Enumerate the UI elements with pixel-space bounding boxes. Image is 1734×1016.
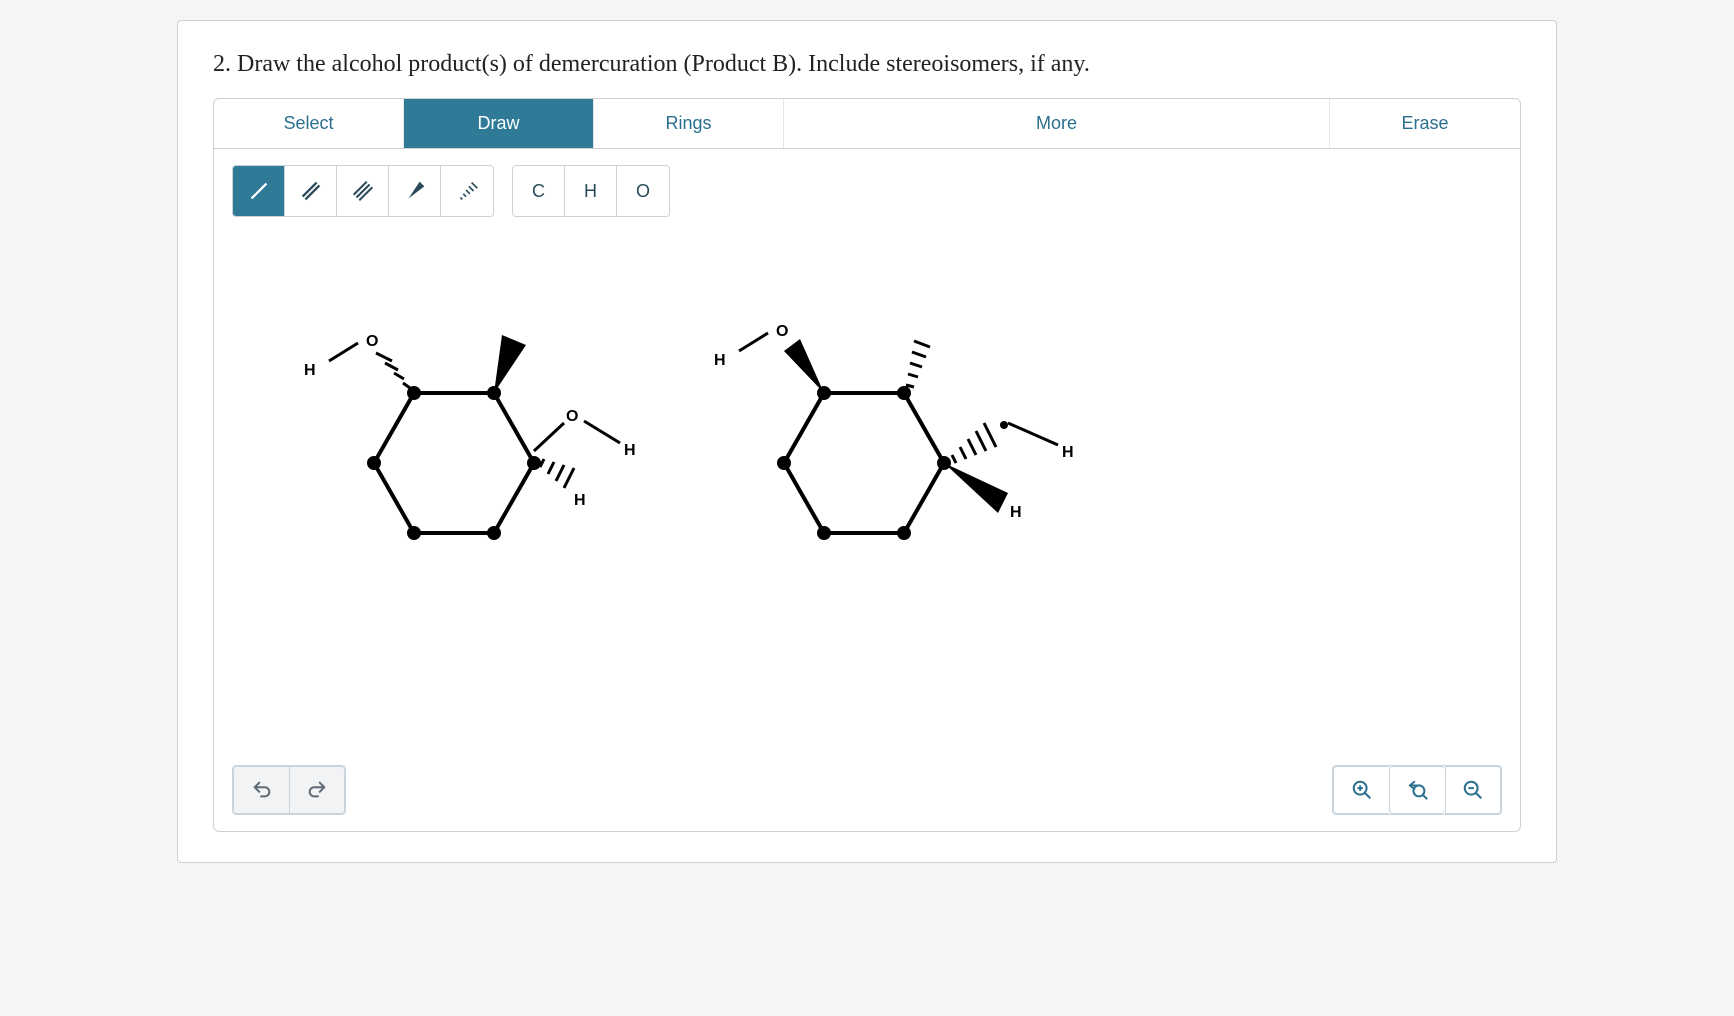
zoom-out-icon (1462, 779, 1484, 801)
undo-button[interactable] (233, 766, 289, 814)
tab-erase[interactable]: Erase (1330, 99, 1520, 148)
tab-select[interactable]: Select (214, 99, 404, 148)
bond-double-button[interactable] (285, 166, 337, 216)
question-text: 2. Draw the alcohol product(s) of demerc… (213, 51, 1521, 78)
bond-hash-button[interactable] (441, 166, 493, 216)
history-group (232, 765, 346, 815)
zoom-reset-icon (1407, 779, 1429, 801)
svg-text:O: O (776, 323, 788, 340)
redo-button[interactable] (289, 766, 345, 814)
svg-text:H: H (1062, 444, 1074, 461)
svg-text:O: O (366, 333, 378, 350)
bond-triple-button[interactable] (337, 166, 389, 216)
atom-c-button[interactable]: C (513, 166, 565, 216)
zoom-out-button[interactable] (1445, 766, 1501, 814)
redo-icon (306, 779, 328, 801)
tab-more[interactable]: More (784, 99, 1330, 148)
single-bond-icon (245, 177, 273, 205)
svg-text:O: O (566, 408, 578, 425)
undo-icon (251, 779, 273, 801)
svg-text:H: H (624, 442, 636, 459)
double-bond-icon (297, 177, 325, 205)
svg-text:H: H (304, 362, 316, 379)
question-number: 2. (213, 51, 231, 77)
drawing-canvas[interactable]: O H H O H (214, 233, 1520, 753)
molecule-a: O H H O H (254, 273, 684, 593)
triple-bond-icon (349, 177, 377, 205)
canvas-footer (214, 753, 1520, 831)
toolbar: C H O (214, 149, 1520, 233)
bond-wedge-button[interactable] (389, 166, 441, 216)
atom-o-button[interactable]: O (617, 166, 669, 216)
tab-rings[interactable]: Rings (594, 99, 784, 148)
atom-tool-group: C H O (512, 165, 670, 217)
svg-text:H: H (574, 492, 586, 509)
wedge-bond-icon (401, 177, 429, 205)
bond-single-button[interactable] (233, 166, 285, 216)
zoom-reset-button[interactable] (1389, 766, 1445, 814)
structure-editor: Select Draw Rings More Erase (213, 98, 1521, 832)
molecule-b: O H H (664, 273, 1124, 593)
question-panel: 2. Draw the alcohol product(s) of demerc… (177, 20, 1557, 863)
question-body: Draw the alcohol product(s) of demercura… (237, 51, 1090, 77)
tab-draw[interactable]: Draw (404, 99, 594, 148)
svg-text:H: H (714, 352, 726, 369)
svg-text:H: H (1010, 504, 1022, 521)
editor-tabs: Select Draw Rings More Erase (214, 99, 1520, 149)
hash-bond-icon (453, 177, 481, 205)
zoom-in-icon (1351, 779, 1373, 801)
atom-h-button[interactable]: H (565, 166, 617, 216)
bond-tool-group (232, 165, 494, 217)
zoom-in-button[interactable] (1333, 766, 1389, 814)
zoom-group (1332, 765, 1502, 815)
